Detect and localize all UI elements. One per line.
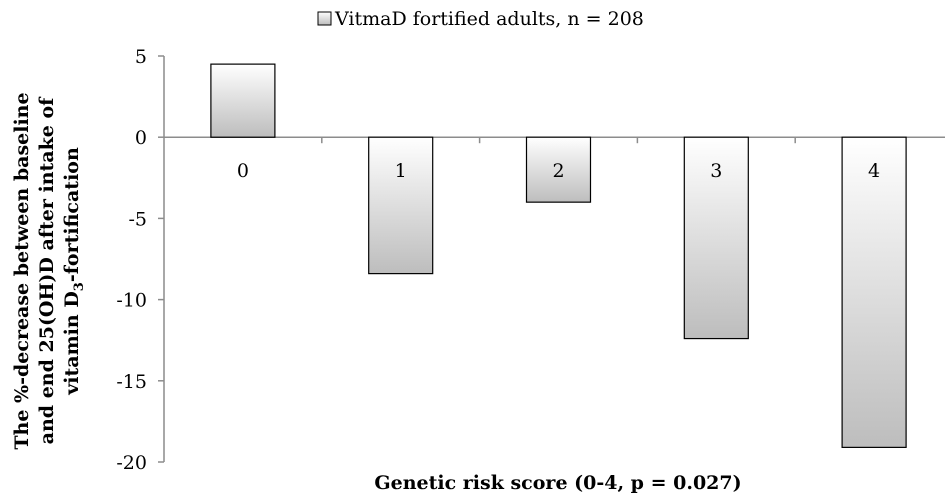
y-axis-title-line-1: The %-decrease between baseline [11, 92, 33, 449]
bar-2 [525, 136, 592, 203]
y-tick-label: -15 [116, 371, 147, 393]
category-labels: 0 1 2 3 4 [237, 160, 880, 182]
x-axis-title: Genetic risk score (0-4, p = 0.027) [374, 472, 741, 494]
legend: VitmaD fortified adults, n = 208 [317, 8, 644, 30]
y-tick-label: 5 [135, 46, 147, 68]
y-tick-label: -10 [116, 290, 147, 312]
y-axis-title-line-2: and end 25(OH)D after intake of [36, 96, 58, 444]
bars [210, 63, 907, 448]
y-axis-title-suffix: -fortification [61, 147, 83, 282]
category-label-2: 2 [552, 160, 564, 182]
y-tick-label: -20 [116, 452, 147, 474]
category-label-0: 0 [237, 160, 249, 182]
category-label-3: 3 [710, 160, 722, 182]
y-tick-label: -5 [128, 208, 147, 230]
y-axis-title-main: vitamin D [61, 291, 83, 396]
bar-4 [841, 136, 907, 448]
y-axis-title: The %-decrease between baseline and end … [11, 92, 87, 449]
category-label-4: 4 [868, 160, 880, 182]
legend-swatch [317, 11, 332, 26]
bar-0 [210, 63, 276, 138]
bar-3 [683, 136, 749, 340]
category-label-1: 1 [395, 160, 407, 182]
y-tick-label: 0 [135, 127, 147, 149]
bar-1 [368, 136, 434, 275]
y-axis-title-line-3: vitamin D3-fortification [61, 147, 87, 396]
y-axis-title-subscript: 3 [72, 282, 87, 291]
axes [158, 55, 945, 463]
legend-label: VitmaD fortified adults, n = 208 [334, 8, 644, 30]
y-tick-labels: 5 0 -5 -10 -15 -20 [116, 46, 147, 474]
